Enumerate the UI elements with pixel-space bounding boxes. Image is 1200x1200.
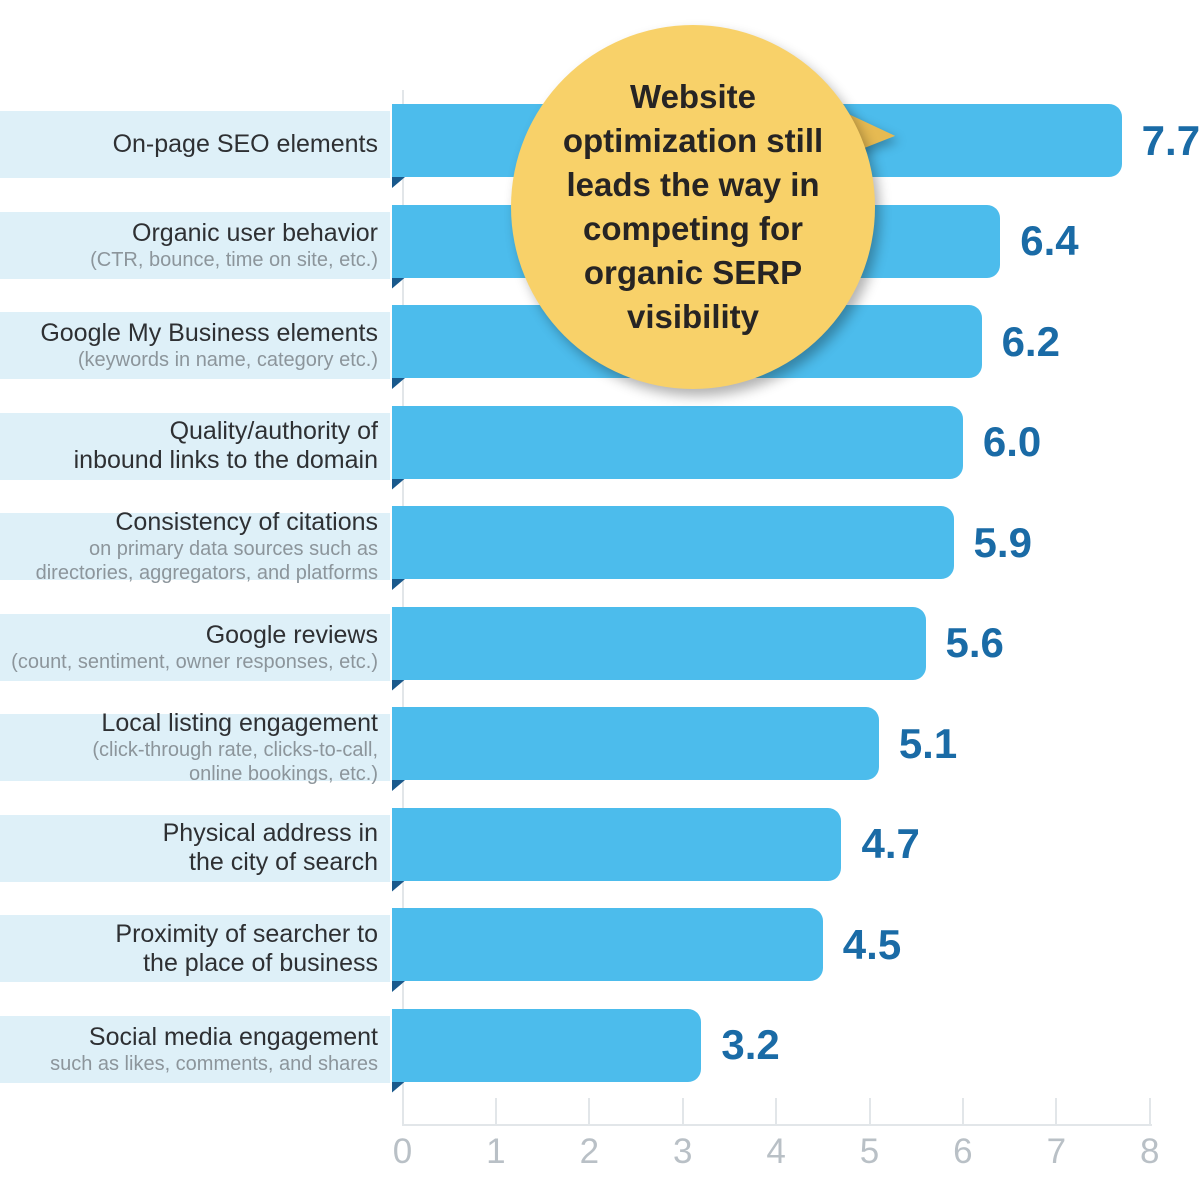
chart-row: Social media engagement such as likes, c… <box>0 1008 1200 1093</box>
value-bar <box>392 1008 702 1082</box>
ribbon-fold-icon <box>392 378 405 389</box>
value-label: 4.5 <box>842 920 902 968</box>
x-axis-tick-label: 8 <box>1139 1132 1160 1171</box>
ribbon-fold-icon <box>392 579 405 590</box>
x-axis-tick-label: 3 <box>672 1132 693 1171</box>
label-strip: Quality/authority of inbound links to th… <box>0 412 390 480</box>
ribbon-fold-icon <box>392 780 405 791</box>
category-label: Social media engagement <box>88 1022 378 1051</box>
value-bar <box>392 908 823 981</box>
x-axis-tick <box>1148 1098 1151 1124</box>
ribbon-fold-icon <box>392 1081 405 1093</box>
label-strip: Consistency of citations on primary data… <box>0 508 390 584</box>
value-label: 6.4 <box>1020 217 1079 264</box>
label-strip: Organic user behavior (CTR, bounce, time… <box>0 211 390 279</box>
ribbon-fold-icon <box>392 679 405 691</box>
category-sublabel: (CTR, bounce, time on site, etc.) <box>90 248 378 271</box>
label-strip: Physical address in the city of search <box>0 814 390 882</box>
x-axis-tick <box>401 1098 404 1124</box>
category-sublabel: (keywords in name, category etc.) <box>77 349 378 371</box>
label-strip: Local listing engagement (click-through … <box>0 709 390 785</box>
value-label: 5.1 <box>898 719 958 767</box>
x-axis-tick <box>588 1098 591 1124</box>
value-bar <box>392 405 963 479</box>
x-axis-baseline <box>402 1124 1152 1126</box>
ribbon-fold-icon <box>392 177 405 188</box>
chart-row: Proximity of searcher to the place of bu… <box>0 908 1200 992</box>
ribbon-fold-icon <box>392 478 405 490</box>
x-axis-tick-label: 5 <box>859 1132 880 1171</box>
callout-bubble: Website optimization still leads the way… <box>511 25 875 389</box>
value-bar <box>392 707 879 780</box>
chart-row: Google reviews (count, sentiment, owner … <box>0 606 1200 691</box>
value-label: 5.9 <box>973 518 1032 566</box>
category-label: Consistency of citations <box>115 508 378 536</box>
x-axis-tick-label: 1 <box>486 1132 506 1171</box>
x-axis-tick <box>494 1098 497 1124</box>
x-axis-tick-label: 0 <box>392 1132 413 1171</box>
value-bar <box>392 506 954 579</box>
ribbon-fold-icon <box>392 880 405 892</box>
category-label: On-page SEO elements <box>112 130 378 158</box>
label-strip: Google My Business elements (keywords in… <box>0 312 390 379</box>
chart-row: Quality/authority of inbound links to th… <box>0 405 1200 490</box>
category-sublabel: (click-through rate, clicks-to-call, onl… <box>92 739 378 785</box>
value-label: 5.6 <box>945 619 1004 666</box>
value-label: 7.7 <box>1141 116 1200 164</box>
x-axis-tick <box>1055 1098 1058 1124</box>
x-axis-tick <box>775 1098 778 1124</box>
label-strip: Google reviews (count, sentiment, owner … <box>0 613 390 681</box>
x-axis-tick-label: 2 <box>579 1132 600 1171</box>
label-strip: Social media engagement such as likes, c… <box>0 1015 390 1083</box>
chart-row: Local listing engagement (click-through … <box>0 707 1200 791</box>
category-sublabel: on primary data sources such as director… <box>35 538 378 584</box>
category-label: Physical address in the city of search <box>162 819 378 876</box>
x-axis-tick-label: 6 <box>953 1132 973 1171</box>
category-sublabel: such as likes, comments, and shares <box>50 1052 378 1075</box>
category-label: Google My Business elements <box>40 319 378 347</box>
chart-row: Physical address in the city of search 4… <box>0 807 1200 892</box>
category-label: Organic user behavior <box>132 218 378 247</box>
x-axis-tick <box>961 1098 964 1124</box>
callout-text: Website optimization still leads the way… <box>562 78 824 335</box>
category-sublabel: (count, sentiment, owner responses, etc.… <box>11 650 378 673</box>
value-label: 3.2 <box>721 1021 780 1068</box>
value-bar <box>392 807 842 881</box>
label-strip: Proximity of searcher to the place of bu… <box>0 915 390 982</box>
category-label: Google reviews <box>205 620 378 649</box>
value-label: 6.2 <box>1001 317 1060 365</box>
value-label: 4.7 <box>861 820 920 867</box>
category-label: Local listing engagement <box>101 709 378 737</box>
x-axis-tick-label: 7 <box>1046 1132 1067 1171</box>
ribbon-fold-icon <box>392 277 405 289</box>
category-label: Quality/authority of inbound links to th… <box>73 417 378 474</box>
category-label: Proximity of searcher to the place of bu… <box>115 919 378 977</box>
chart-row: Consistency of citations on primary data… <box>0 506 1200 590</box>
x-axis-tick <box>681 1098 684 1124</box>
label-strip: On-page SEO elements <box>0 111 390 178</box>
x-axis-tick-label: 4 <box>766 1132 786 1171</box>
value-bar <box>392 606 926 680</box>
ribbon-fold-icon <box>392 981 405 992</box>
value-label: 6.0 <box>982 418 1042 465</box>
x-axis-tick <box>868 1098 871 1124</box>
